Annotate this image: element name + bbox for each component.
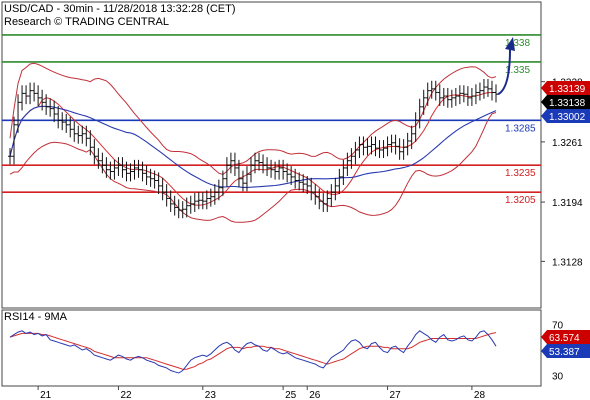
ma-slow	[9, 105, 497, 188]
price-tag-label: 1.33002	[549, 112, 586, 123]
time-tick-label: 26	[309, 390, 321, 400]
rsi-tick-label: 70	[552, 320, 564, 331]
price-tag-label: 1.33139	[549, 84, 586, 95]
rsi-panel-frame	[1, 309, 542, 387]
support-resistance-levels: 1.338 1.335 1.3285 1.3235 1.3205	[2, 34, 541, 206]
level-label: 1.338	[505, 38, 530, 49]
price-tag-label: 1.33138	[549, 98, 586, 109]
bollinger-lower	[9, 112, 497, 223]
rsi-tag	[541, 344, 590, 358]
time-tick-label: 27	[390, 390, 402, 400]
time-tick-label: 23	[205, 390, 217, 400]
rsi-title: RSI14 - 9MA	[4, 311, 68, 323]
level-label: 1.3235	[505, 168, 536, 179]
forecast-arrow	[497, 48, 511, 96]
time-tick-label: 22	[120, 390, 132, 400]
price-panel-frame	[1, 1, 542, 309]
level-label: 1.335	[505, 65, 530, 76]
price-tag	[541, 81, 590, 95]
level-label: 1.3285	[505, 123, 536, 134]
level-label: 1.3205	[505, 195, 536, 206]
rsi-ma-line	[9, 332, 497, 370]
rsi-panel: 70 30 63.574 53.387	[9, 320, 590, 383]
rsi-line	[9, 330, 497, 374]
rsi-tag-label: 63.574	[549, 333, 580, 344]
price-tick-label: 1.3261	[552, 138, 583, 149]
time-axis: 21 22 23 25 26 27 28	[37, 386, 486, 400]
forecast-arrow-head	[505, 36, 515, 51]
moving-averages	[9, 92, 497, 206]
price-tick-label: 1.3194	[552, 198, 583, 209]
rsi-tag	[541, 330, 590, 344]
bollinger-upper	[9, 62, 497, 176]
price-tag	[541, 95, 590, 109]
price-tick-label: 1.3128	[552, 257, 583, 268]
price-tags: 1.33139 1.33138 1.33002	[541, 81, 590, 123]
price-tag	[541, 109, 590, 123]
time-tick-label: 25	[285, 390, 297, 400]
forecast-arrow-group	[497, 36, 515, 96]
price-bars	[8, 78, 498, 219]
time-tick-label: 21	[40, 390, 52, 400]
chart-title: USD/CAD - 30min - 11/28/2018 13:32:28 (C…	[4, 3, 236, 15]
rsi-tag-label: 53.387	[549, 347, 580, 358]
bollinger-bands	[9, 62, 497, 223]
chart-subtitle: Research © TRADING CENTRAL	[4, 16, 169, 28]
time-tick-label: 28	[474, 390, 486, 400]
rsi-tick-label: 30	[552, 372, 564, 383]
ma-fast	[9, 92, 496, 206]
